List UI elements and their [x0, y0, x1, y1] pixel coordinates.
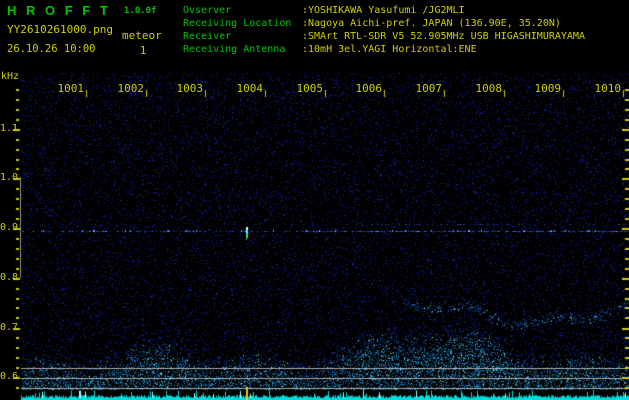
freq-tick-label: 0.9 [0, 222, 19, 233]
freq-tick-label: 0.6 [0, 371, 19, 382]
time-tick-label: 1001 [57, 82, 85, 95]
info-row-observer: Ovserver :YOSHIKAWA Yasufumi /JG2MLI [183, 5, 465, 17]
output-filename: YY2610261000.png [7, 23, 113, 36]
time-tick-label: 1004 [236, 82, 264, 95]
time-tick-label: 1010 [594, 82, 622, 95]
info-label: Receiving Location [183, 18, 292, 29]
freq-tick-label: 0.8 [0, 272, 19, 283]
info-row-antenna: Receiving Antenna :10mH 3el.YAGI Horizont… [183, 44, 477, 56]
time-tick-label: 1007 [415, 82, 443, 95]
info-value: :10mH 3el.YAGI Horizontal:ENE [302, 44, 477, 55]
info-row-location: Receiving Location :Nagoya Aichi-pref. JA… [183, 18, 561, 30]
datetime-label: 26.10.26 10:00 [7, 43, 96, 55]
mode-label: meteor [122, 29, 162, 42]
info-value: :YOSHIKAWA Yasufumi /JG2MLI [302, 5, 465, 16]
app-version: 1.0.0f [124, 6, 157, 16]
time-tick-label: 1002 [117, 82, 145, 95]
info-label: Ovserver [183, 5, 232, 16]
freq-axis-unit: kHz [1, 71, 20, 82]
time-tick-label: 1008 [475, 82, 503, 95]
time-tick-label: 1006 [355, 82, 383, 95]
info-label: Receiver [183, 31, 232, 42]
freq-tick-label: 0.7 [0, 322, 19, 333]
meteor-count: 1 [139, 44, 147, 57]
time-tick-label: 1005 [296, 82, 324, 95]
app-title: H R O F F T [7, 3, 111, 18]
info-label: Receiving Antenna [183, 44, 286, 55]
freq-tick-label: 1.0 [0, 172, 19, 183]
freq-tick-label: 1.1 [0, 123, 19, 134]
info-value: :SMArt RTL-SDR V5 52.905MHz USB HIGASHIM… [302, 31, 585, 42]
info-value: :Nagoya Aichi-pref. JAPAN (136.90E, 35.2… [302, 18, 561, 29]
time-tick-label: 1003 [176, 82, 204, 95]
time-tick-label: 1009 [534, 82, 562, 95]
info-row-receiver: Receiver :SMArt RTL-SDR V5 52.905MHz USB … [183, 31, 585, 43]
